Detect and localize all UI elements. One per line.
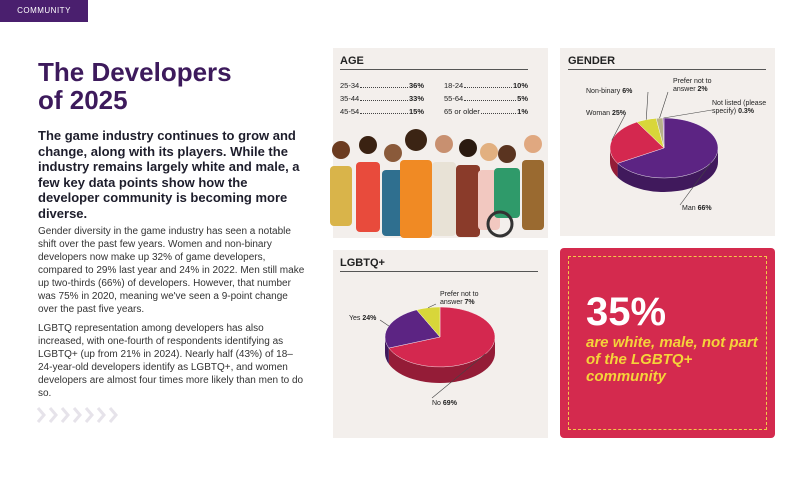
age-label: 25-34: [340, 81, 360, 90]
age-row: 45-54 15%: [340, 107, 424, 116]
age-label: 55-64: [444, 94, 464, 103]
section-tag: COMMUNITY: [0, 0, 88, 22]
leader: [360, 81, 408, 88]
leader-line: [427, 303, 437, 308]
pie-category: Not listed (please specify): [712, 100, 767, 115]
pie-category: Non-binary: [586, 88, 621, 95]
leader-line: [431, 353, 486, 399]
pie-category: No: [432, 400, 441, 407]
pie-category: Man: [682, 205, 696, 212]
leader-line: [379, 319, 390, 327]
chevrons: [36, 407, 118, 423]
pie-category: Woman: [586, 110, 610, 117]
pie-label: Yes 24%: [349, 315, 399, 323]
age-row: 18-24 10%: [444, 81, 528, 90]
callout-border: [568, 256, 767, 430]
age-row: 55-64 5%: [444, 94, 528, 103]
pie-value: 25%: [611, 110, 626, 117]
leader-line: [659, 91, 669, 119]
age-label: 18-24: [444, 81, 464, 90]
leader-line: [645, 91, 649, 120]
leader: [480, 107, 517, 114]
lead: The game industry continues to grow and …: [38, 128, 300, 221]
people-illustration: [330, 129, 544, 238]
pie-label: Non-binary 6%: [586, 88, 656, 96]
pie-value: 2%: [697, 86, 708, 93]
age-row: 35-44 33%: [340, 94, 424, 103]
pie-label: Woman 25%: [586, 110, 646, 118]
page-title: The Developers of 2025: [38, 57, 232, 115]
pie-side: [617, 148, 718, 192]
pie-category: Prefer not to answer: [440, 291, 479, 306]
age-value: 33%: [408, 94, 424, 103]
leader-line: [679, 162, 712, 206]
age-label: 45-54: [340, 107, 360, 116]
age-value: 5%: [517, 94, 528, 103]
pie-category: Prefer not to answer: [673, 78, 712, 93]
pie-label: No 69%: [432, 400, 482, 408]
pie-side: [610, 148, 618, 178]
pie-label: Not listed (please specify) 0.3%: [712, 100, 772, 116]
age-value: 36%: [408, 81, 424, 90]
age-label: 65 or older: [444, 107, 480, 116]
pie-side: [385, 337, 389, 365]
pie-category: Yes: [349, 315, 361, 322]
pie-value: 69%: [442, 400, 457, 407]
leader-line: [611, 114, 626, 141]
pies: [379, 91, 719, 399]
callout: [560, 248, 775, 438]
pie-value: 0.3%: [738, 108, 755, 115]
pie-value: 6%: [622, 88, 633, 95]
pie-value: 7%: [464, 299, 475, 306]
callout-figure: 35%: [586, 290, 667, 334]
leader: [464, 94, 517, 101]
age-value: 15%: [408, 107, 424, 116]
age-title: AGE: [340, 55, 528, 70]
age-label: 35-44: [340, 94, 360, 103]
pie-side: [388, 337, 495, 383]
pie-slice: [416, 306, 441, 338]
callout-text: are white, male, not part of the LGBTQ+ …: [586, 334, 758, 385]
age-value: 1%: [517, 107, 528, 116]
pie-label: Prefer not to answer 7%: [440, 291, 500, 307]
pie-value: 24%: [362, 315, 377, 322]
pie-slice: [609, 121, 665, 164]
age-row: 25-34 36%: [340, 81, 424, 90]
lgbtq-title: LGBTQ+: [340, 257, 538, 272]
pie-label: Prefer not to answer 2%: [673, 78, 728, 94]
leader-line: [663, 109, 713, 119]
age-row: 65 or older 1%: [444, 107, 528, 116]
leader: [464, 81, 512, 88]
paragraph: Gender diversity in the game industry ha…: [38, 226, 305, 315]
pie-label: Man 66%: [682, 205, 742, 213]
leader: [360, 94, 408, 101]
gender-title: GENDER: [568, 55, 766, 70]
leader: [360, 107, 408, 114]
age-value: 10%: [512, 81, 528, 90]
pie-value: 66%: [697, 205, 712, 212]
paragraph: LGBTQ representation among developers ha…: [38, 323, 304, 399]
